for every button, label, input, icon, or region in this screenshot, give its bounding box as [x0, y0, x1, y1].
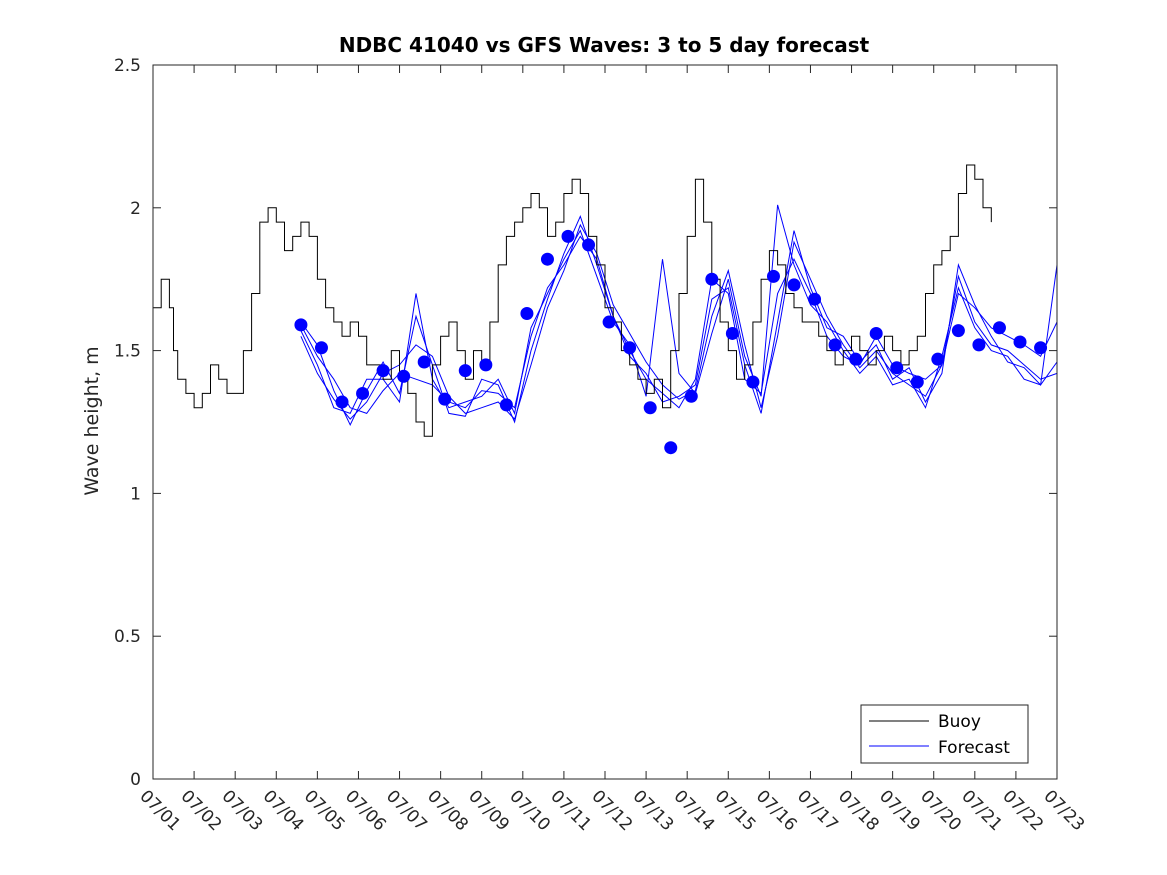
forecast-marker-33 [951, 324, 965, 338]
y-tick-label-5: 2.5 [114, 56, 141, 76]
forecast-marker-28 [849, 352, 863, 366]
forecast-marker-8 [438, 392, 452, 406]
forecast-line-4 [300, 204, 1058, 415]
forecast-marker-10 [479, 358, 493, 372]
forecast-marker-13 [540, 252, 554, 266]
forecast-marker-23 [746, 375, 760, 389]
legend-box [860, 704, 1029, 764]
forecast-marker-34 [972, 338, 986, 352]
y-tick-label-0: 0 [130, 770, 141, 790]
legend: Buoy Forecast [860, 704, 1029, 764]
y-tick-label-3: 1.5 [114, 342, 141, 362]
forecast-marker-12 [520, 306, 534, 320]
forecast-marker-9 [458, 364, 472, 378]
forecast-marker-30 [890, 361, 904, 375]
buoy-line [153, 164, 992, 437]
forecast-marker-15 [582, 238, 596, 252]
y-tick-label-4: 2 [130, 199, 141, 219]
forecast-marker-36 [1013, 335, 1027, 349]
forecast-marker-3 [335, 395, 349, 409]
forecast-marker-19 [664, 441, 678, 455]
plot-area [153, 164, 1058, 455]
y-axis-label: Wave height, m [81, 346, 103, 495]
forecast-marker-5 [376, 364, 390, 378]
forecast-marker-2 [314, 341, 328, 355]
forecast-line-1 [300, 235, 1058, 414]
forecast-marker-26 [808, 292, 822, 306]
chart-title: NDBC 41040 vs GFS Waves: 3 to 5 day fore… [339, 33, 870, 57]
forecast-marker-37 [1034, 341, 1048, 355]
forecast-marker-21 [705, 272, 719, 286]
forecast-marker-24 [766, 269, 780, 283]
forecast-marker-20 [684, 389, 698, 403]
forecast-marker-4 [356, 386, 370, 400]
forecast-marker-25 [787, 278, 801, 292]
y-tick-label-2: 1 [130, 484, 141, 504]
forecast-marker-14 [561, 229, 575, 243]
forecast-marker-29 [869, 326, 883, 340]
forecast-marker-31 [910, 375, 924, 389]
forecast-marker-7 [417, 355, 431, 369]
forecast-marker-27 [828, 338, 842, 352]
forecast-marker-1 [294, 318, 308, 332]
legend-buoy-label: Buoy [938, 712, 981, 732]
forecast-marker-11 [499, 398, 513, 412]
forecast-marker-16 [602, 315, 616, 329]
forecast-marker-35 [992, 321, 1006, 335]
y-tick-label-1: 0.5 [114, 627, 141, 647]
forecast-marker-32 [931, 352, 945, 366]
forecast-marker-6 [397, 369, 411, 383]
forecast-marker-18 [643, 401, 657, 415]
forecast-marker-17 [623, 341, 637, 355]
legend-forecast-label: Forecast [938, 738, 1010, 758]
forecast-marker-22 [725, 326, 739, 340]
